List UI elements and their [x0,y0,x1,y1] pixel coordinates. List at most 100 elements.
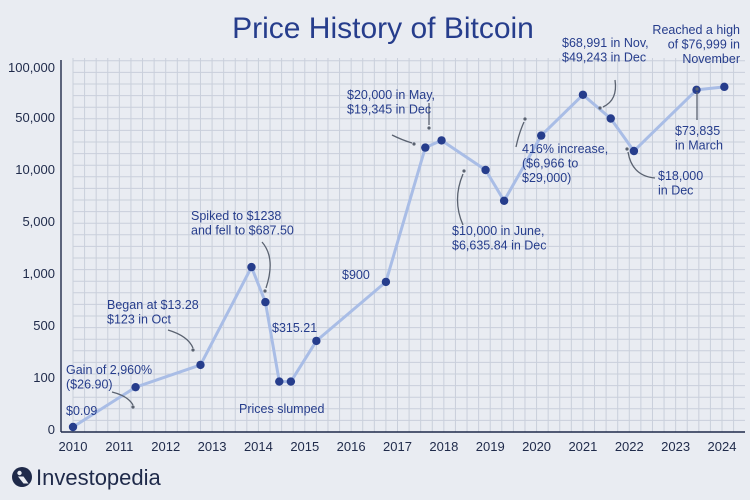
annotation-line: $900 [342,268,370,282]
annotation-line: ($6,966 to [522,157,578,171]
annotation-line: $0.09 [66,404,97,418]
annotation-4: Spiked to $1238 and fell to $687.50 [191,209,294,238]
annotation-11: $68,991 in Nov, $49,243 in Dec [562,36,649,65]
x-tick-label: 2013 [198,439,227,454]
annotation-arrow [391,134,413,144]
x-tick-label: 2014 [244,439,273,454]
x-tick-label: 2010 [59,439,88,454]
annotation-arrow [627,151,656,179]
y-tick-label: 5,000 [22,214,55,229]
axes [60,60,745,433]
data-point [537,131,546,140]
data-point [275,377,284,386]
annotation-12: $18,000 in Dec [658,169,703,198]
annotation-3: Began at $13.28 $123 in Oct [107,298,199,327]
x-tick-label: 2020 [522,439,551,454]
annotation-line: $18,000 [658,169,703,183]
annotation-line: $68,991 in Nov, [562,36,649,50]
annotations: $0.09 Gain of 2,960% ($26.90) Began at $13.… [66,23,740,418]
annotation-10: 416% increase, ($6,966 to $29,000) [522,142,608,185]
annotation-6: $315.21 [272,321,317,335]
annotation-line: Began at $13.28 [107,298,199,312]
data-point [196,360,205,370]
data-point [606,114,615,123]
data-point [437,136,446,145]
annotation-line: $19,345 in Dec [347,103,431,117]
brand-logo: Investopedia [12,465,162,490]
data-point [312,336,321,346]
annotation-arrow [261,241,271,289]
y-tick-label: 100 [33,370,55,385]
annotation-line: $29,000) [522,171,571,185]
x-tick-label: 2019 [476,439,505,454]
annotation-line: $73,835 [675,124,720,138]
data-point [481,165,490,175]
x-tick-label: 2015 [290,439,319,454]
annotation-9: $10,000 in June, $6,635.84 in Dec [452,224,547,253]
data-point [499,196,509,205]
annotation-line: Prices slumped [239,402,324,416]
data-point [381,277,391,287]
arrow-tip [695,87,699,91]
annotation-5: Prices slumped [239,402,324,416]
arrow-tip [263,289,267,293]
investopedia-icon [12,467,32,487]
annotation-arrows [111,79,699,409]
annotation-arrow [111,391,134,406]
annotation-line: Reached a high [652,23,740,37]
x-tick-label: 2022 [615,439,644,454]
arrow-tip [412,142,416,146]
x-axis-ticks: 2010 2011 2012 2013 2014 2015 2016 2017 2018 2019… [59,439,737,454]
x-tick-label: 2021 [568,439,597,454]
arrow-tip [462,169,466,173]
x-tick-label: 2016 [337,439,366,454]
data-point [131,382,140,392]
annotation-2: Gain of 2,960% ($26.90) [66,363,152,392]
arrow-tip [427,126,431,130]
annotation-14: Reached a high of $76,999 in November [652,23,740,66]
annotation-13: $73,835 in March [675,124,723,153]
y-tick-label: 10,000 [15,162,55,177]
data-point [286,377,296,386]
x-tick-label: 2023 [661,439,690,454]
brand-name: Investopedia [36,465,162,490]
arrow-tip [191,348,195,352]
y-tick-label: 500 [33,318,55,333]
y-tick-label: 100,000 [8,60,55,75]
annotation-line: $49,243 in Dec [562,51,646,65]
annotation-8: $20,000 in May, $19,345 in Dec [347,88,435,117]
annotation-line: $123 in Oct [107,313,171,327]
annotation-line: ($26.90) [66,378,113,392]
y-tick-label: 1,000 [22,266,55,281]
annotation-arrow [167,329,194,349]
annotation-arrow [602,79,617,108]
annotation-line: $315.21 [272,321,317,335]
annotation-arrow [515,121,525,148]
annotation-1: $0.09 [66,404,97,418]
annotation-line: in Dec [658,184,693,198]
arrow-tip [625,147,629,151]
annotation-line: of $76,999 in [668,38,740,52]
annotation-line: $20,000 in May, [347,88,435,102]
x-tick-label: 2012 [151,439,180,454]
data-point [68,422,78,432]
data-point [247,262,256,272]
data-point [720,82,729,92]
annotation-line: $6,635.84 in Dec [452,239,547,253]
annotation-arrow [456,173,464,226]
x-tick-label: 2024 [708,439,737,454]
annotation-line: and fell to $687.50 [191,224,294,238]
chart-title: Price History of Bitcoin [232,12,534,45]
x-tick-label: 2017 [383,439,412,454]
annotation-line: 416% increase, [522,142,608,156]
data-point [261,297,270,307]
arrow-tip [131,405,135,409]
annotation-line: November [682,52,740,66]
arrow-tip [598,106,602,110]
data-point [421,143,430,152]
annotation-line: $10,000 in June, [452,224,544,238]
annotation-line: Gain of 2,960% [66,363,152,377]
data-point [578,90,588,99]
annotation-line: Spiked to $1238 [191,209,281,223]
